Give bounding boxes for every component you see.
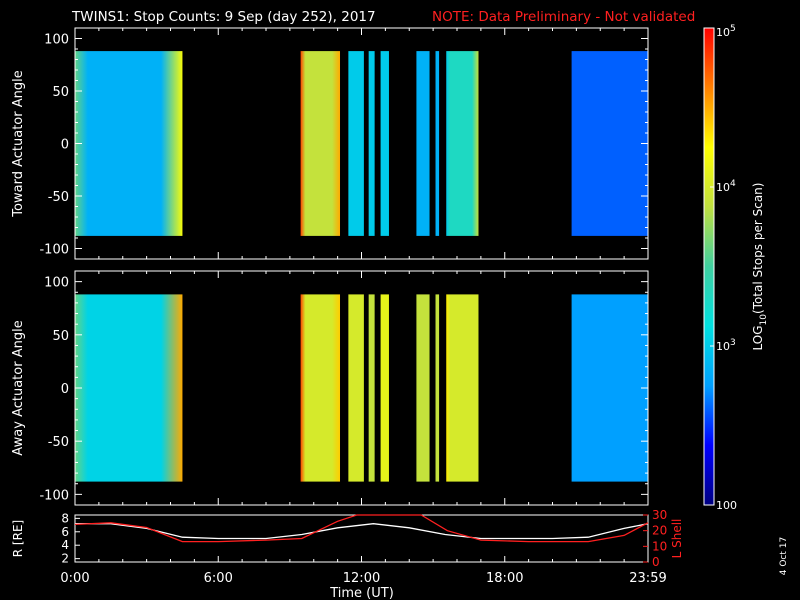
x-tick-label: 23:59 [629, 571, 666, 586]
heatmap-segment [368, 51, 375, 236]
x-tick-label: 12:00 [343, 571, 380, 586]
l-shell-line [74, 514, 649, 543]
preliminary-note: NOTE: Data Preliminary - Not validated [432, 9, 695, 25]
y-right-tick-label: 0 [652, 555, 660, 569]
x-tick-labels: 0:00 6:00 12:00 18:00 23:59 [60, 571, 666, 586]
colorbar-tick-label: 103 [716, 338, 736, 353]
y-tick-label: 50 [52, 85, 69, 100]
heatmap-segment [348, 51, 364, 236]
y-tick-label: -100 [39, 488, 69, 503]
y-tick-label: 8 [61, 511, 69, 525]
x-tick-label: 6:00 [204, 571, 233, 586]
heatmap-segment [75, 51, 183, 236]
y-tick-label: 4 [61, 538, 69, 552]
heatmap-segment [380, 294, 389, 482]
y-tick-label: -50 [48, 190, 69, 205]
y-tick-label: 6 [61, 525, 69, 539]
y-right-tick-label: 10 [652, 539, 667, 553]
ylabel-toward: Toward Actuator Angle [11, 70, 26, 217]
y-tick-label: -50 [48, 435, 69, 450]
heatmap-panel-toward: 100 50 0 -50 -100 [39, 27, 649, 260]
heatmap-segment [571, 51, 648, 236]
heatmap-segment [380, 51, 389, 236]
heatmap-segment [348, 294, 364, 482]
y-right-tick-label: 20 [652, 524, 667, 538]
heatmap-segment [446, 51, 479, 236]
y-tick-label: 100 [44, 33, 69, 48]
x-tick-label: 18:00 [486, 571, 523, 586]
colorbar: 105 104 103 100 [703, 24, 737, 512]
colorbar-tick-label: 105 [716, 24, 736, 39]
heatmap-segment [435, 51, 440, 236]
generation-date: 4 Oct 17 [779, 537, 789, 575]
y-right-tick-label: 30 [652, 508, 667, 522]
y-tick-label: -100 [39, 243, 69, 258]
chart-title: TWINS1: Stop Counts: 9 Sep (day 252), 20… [71, 9, 376, 25]
heatmap-segment [416, 294, 430, 482]
heatmap-segment [75, 294, 183, 482]
y-tick-label: 0 [61, 382, 69, 397]
y-tick-label: 50 [52, 329, 69, 344]
y-tick-label: 100 [44, 276, 69, 291]
orbit-right-label: L Shell [670, 519, 684, 559]
heatmap-segment [571, 294, 648, 482]
x-tick-label: 0:00 [60, 571, 89, 586]
heatmap-away-data [75, 294, 648, 482]
heatmap-panel-away: 100 50 0 -50 -100 [39, 270, 649, 506]
colorbar-tick-label: 104 [716, 179, 736, 194]
colorbar-tick-label: 100 [716, 499, 737, 512]
y-tick-label: 2 [61, 552, 69, 566]
heatmap-segment [300, 51, 341, 236]
orbit-left-label: R [RE] [11, 520, 25, 557]
ylabel-away: Away Actuator Angle [11, 320, 26, 455]
x-axis-label: Time (UT) [329, 586, 394, 600]
heatmap-segment [446, 294, 479, 482]
colorbar-label: LOG10(Total Stops per Scan) [751, 183, 769, 351]
heatmap-toward-data [75, 51, 648, 236]
heatmap-segment [416, 51, 430, 236]
heatmap-segment [435, 294, 440, 482]
heatmap-segment [300, 294, 341, 482]
heatmap-segment [368, 294, 375, 482]
r-re-line [75, 523, 649, 540]
y-tick-label: 0 [61, 138, 69, 153]
